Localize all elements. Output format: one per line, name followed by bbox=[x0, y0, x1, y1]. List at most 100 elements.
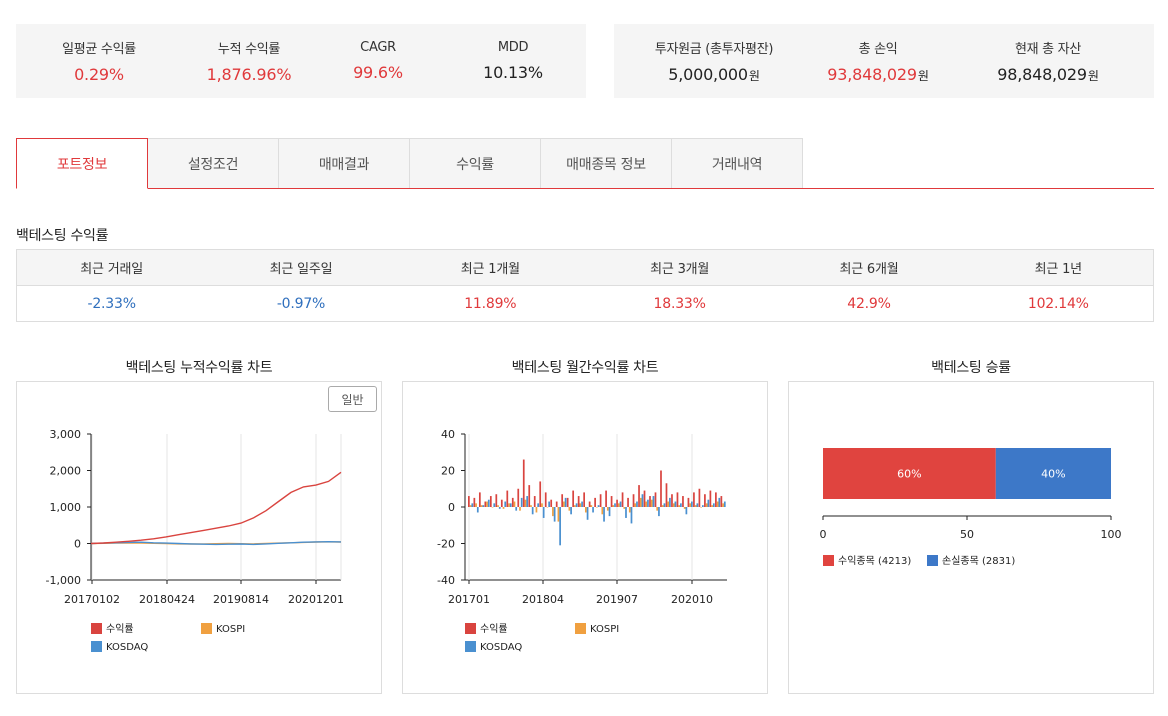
bar-1 bbox=[715, 492, 717, 507]
bar-1 bbox=[720, 496, 723, 507]
stat-label: 누적 수익률 bbox=[217, 42, 281, 57]
stat-label: CAGR bbox=[360, 40, 396, 55]
stat-number: 0.29% bbox=[74, 65, 124, 84]
winrate-bar-label: 60% bbox=[897, 468, 921, 481]
bar-2 bbox=[656, 507, 659, 511]
bar-2 bbox=[650, 499, 653, 507]
bar-1 bbox=[594, 497, 596, 508]
bar-1 bbox=[654, 492, 657, 507]
tab-bar: 포트정보 설정조건 매매결과 수익률 매매종목 정보 거래내역 bbox=[16, 138, 1154, 189]
returns-header-cell: 최근 1년 bbox=[1034, 262, 1082, 277]
bar-3 bbox=[625, 507, 627, 518]
returns-header-cell: 최근 3개월 bbox=[650, 262, 710, 277]
bar-1 bbox=[693, 492, 695, 507]
stat-number: 93,848,029 bbox=[827, 65, 917, 84]
returns-value-cell: -2.33% bbox=[87, 296, 137, 312]
returns-value-cell: 11.89% bbox=[464, 296, 517, 312]
stat-value: 99.6% bbox=[353, 63, 403, 82]
chart-mode-button[interactable]: 일반 bbox=[328, 386, 377, 412]
x-tick-label: 201804 bbox=[522, 593, 564, 606]
bar-1 bbox=[517, 488, 520, 507]
bar-1 bbox=[495, 494, 498, 507]
legend-swatch bbox=[91, 623, 102, 634]
bar-2 bbox=[645, 501, 648, 507]
bar-2 bbox=[486, 501, 488, 507]
monthly-chart-title: 백테스팅 월간수익률 차트 bbox=[511, 360, 659, 376]
returns-header-cell: 최근 거래일 bbox=[80, 262, 144, 277]
tab-4[interactable]: 수익률 bbox=[409, 138, 541, 188]
winrate-chart-title: 백테스팅 승률 bbox=[931, 360, 1011, 376]
monthly-chart-panel: 40 20 0 -20 -40 201701 201804 201907 202010 수익률 KO… bbox=[402, 381, 768, 694]
assets-stat: 현재 총 자산 98,848,029원 bbox=[942, 24, 1154, 98]
bar-1 bbox=[665, 483, 668, 507]
bar-2 bbox=[612, 505, 615, 507]
bar-2 bbox=[617, 503, 620, 507]
bar-3 bbox=[707, 499, 710, 507]
bar-3 bbox=[526, 496, 529, 507]
bar-1 bbox=[676, 492, 679, 507]
winrate-bar-2 bbox=[995, 448, 1111, 499]
tab-1[interactable]: 포트정보 bbox=[16, 138, 148, 189]
winrate-bar-label: 40% bbox=[1041, 468, 1065, 481]
bar-2 bbox=[590, 505, 593, 507]
stat-label: 총 손익 bbox=[858, 42, 898, 57]
bar-1 bbox=[468, 496, 470, 507]
bar-3 bbox=[663, 503, 666, 507]
bar-3 bbox=[531, 507, 534, 515]
bar-1 bbox=[605, 490, 607, 507]
bar-2 bbox=[552, 507, 554, 517]
bar-3 bbox=[520, 497, 523, 508]
bar-2 bbox=[563, 501, 565, 507]
bar-2 bbox=[502, 507, 505, 509]
bar-2 bbox=[519, 507, 521, 511]
bar-3 bbox=[603, 507, 605, 522]
cumulative-chart-title: 백테스팅 누적수익률 차트 bbox=[125, 360, 273, 376]
bar-3 bbox=[537, 503, 540, 507]
y-tick-label: -20 bbox=[437, 538, 455, 551]
stat-number: 99.6% bbox=[353, 63, 403, 82]
bar-3 bbox=[542, 507, 545, 518]
bar-1 bbox=[632, 494, 635, 507]
bar-1 bbox=[621, 492, 624, 507]
x-tick-label: 100 bbox=[1101, 528, 1122, 541]
returns-header-cell: 최근 1개월 bbox=[460, 262, 520, 277]
monthly-chart: 40 20 0 -20 -40 201701 201804 201907 202010 수익률 KO… bbox=[437, 428, 727, 653]
tab-2[interactable]: 설정조건 bbox=[147, 138, 279, 188]
stat-value: 1,876.96% bbox=[207, 65, 292, 84]
bar-3 bbox=[592, 507, 594, 513]
bar-3 bbox=[487, 499, 490, 507]
stat-number: 5,000,000 bbox=[668, 65, 748, 84]
bar-1 bbox=[704, 494, 706, 507]
bar-1 bbox=[709, 490, 712, 507]
bar-3 bbox=[476, 507, 479, 513]
y-tick-label: 0 bbox=[448, 501, 455, 514]
bar-3 bbox=[608, 507, 611, 517]
x-tick-label: 0 bbox=[820, 528, 827, 541]
legend-label: KOSPI bbox=[216, 624, 245, 635]
bar-2 bbox=[579, 503, 582, 507]
bar-2 bbox=[689, 503, 692, 507]
bar-2 bbox=[694, 505, 697, 507]
bar-1 bbox=[616, 499, 618, 507]
tab-3[interactable]: 매매결과 bbox=[278, 138, 410, 188]
bar-3 bbox=[559, 507, 561, 546]
returns-header-cell: 최근 일주일 bbox=[269, 262, 333, 277]
tab-5[interactable]: 매매종목 정보 bbox=[540, 138, 672, 188]
bar-2 bbox=[711, 505, 713, 507]
x-tick-label: 20180424 bbox=[139, 593, 195, 606]
bar-1 bbox=[599, 494, 602, 507]
x-tick-label: 20190814 bbox=[213, 593, 269, 606]
bar-2 bbox=[700, 507, 702, 508]
legend-label: 수익률 bbox=[480, 623, 508, 635]
y-tick-label: 20 bbox=[441, 465, 455, 478]
bar-2 bbox=[716, 501, 719, 507]
bar-3 bbox=[641, 494, 644, 507]
legend-swatch bbox=[465, 641, 476, 652]
tab-6[interactable]: 거래내역 bbox=[671, 138, 803, 188]
bar-3 bbox=[636, 501, 638, 507]
bar-3 bbox=[586, 507, 589, 520]
bar-3 bbox=[553, 507, 556, 522]
bar-2 bbox=[475, 503, 477, 507]
bar-3 bbox=[581, 501, 583, 507]
bar-1 bbox=[583, 492, 585, 507]
